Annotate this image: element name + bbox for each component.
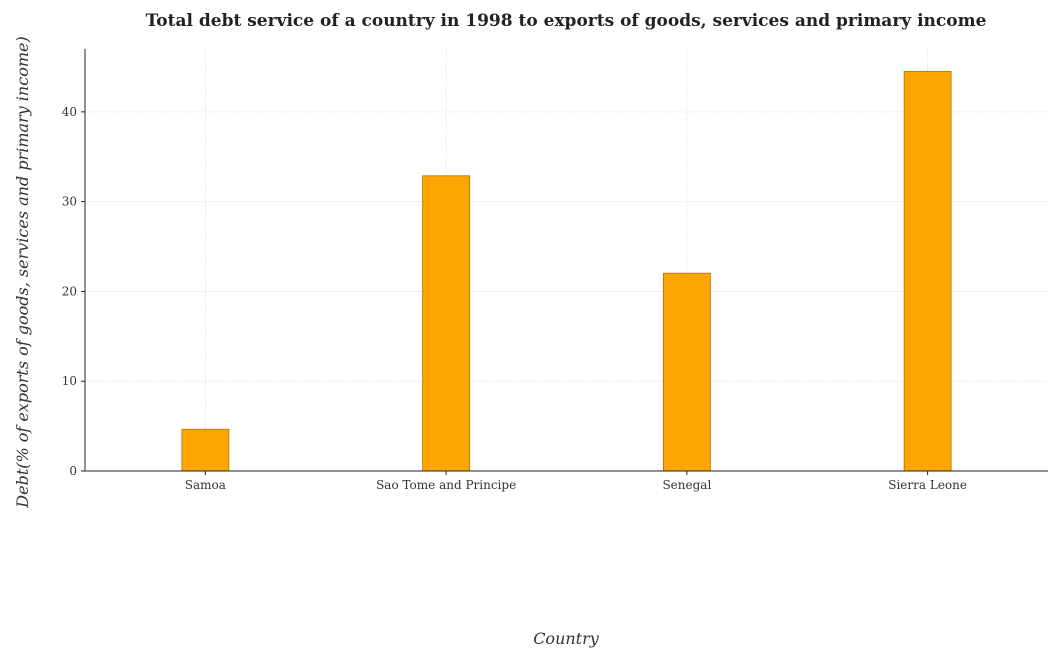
x-tick-label: Sao Tome and Principe <box>376 478 516 492</box>
y-tick-label: 0 <box>69 464 77 478</box>
bar <box>662 272 711 472</box>
x-axis-label: Country <box>533 629 600 648</box>
x-tick-labels: Samoa Sao Tome and Principe Senegal Sierra … <box>185 471 967 492</box>
bars <box>181 71 952 472</box>
y-tick-label: 10 <box>62 374 77 388</box>
gridlines <box>85 49 1048 472</box>
x-tick-label: Senegal <box>662 478 711 492</box>
y-tick-label: 30 <box>62 195 77 209</box>
x-tick-label: Samoa <box>185 478 226 492</box>
x-tick-label: Sierra Leone <box>888 478 967 492</box>
chart-title: Total debt service of a country in 1998 … <box>146 11 987 31</box>
y-tick-label: 20 <box>62 284 77 298</box>
y-tick-label: 40 <box>62 105 77 119</box>
bar <box>422 175 471 472</box>
bar <box>181 428 230 472</box>
bar <box>903 71 952 472</box>
y-axis-label: Debt(% of exports of goods, services and… <box>13 36 32 508</box>
y-tick-labels: 0 10 20 30 40 <box>62 105 85 478</box>
